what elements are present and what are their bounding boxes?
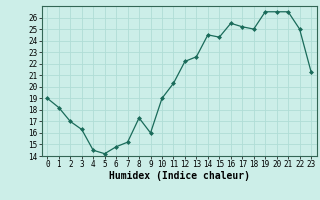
X-axis label: Humidex (Indice chaleur): Humidex (Indice chaleur)	[109, 171, 250, 181]
